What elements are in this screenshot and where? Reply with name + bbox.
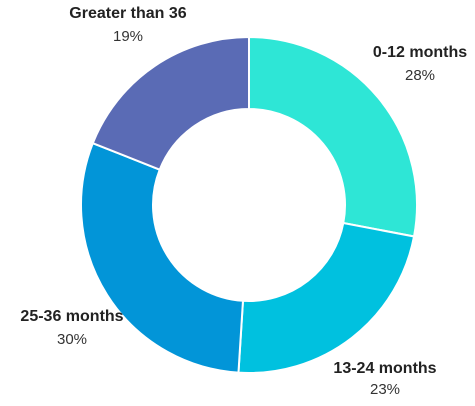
category-label: 0-12 months xyxy=(373,44,467,61)
category-label: Greater than 36 xyxy=(69,5,186,22)
slice-13-24-months xyxy=(237,221,416,374)
label-greater-than-36: Greater than 36 19% xyxy=(69,5,186,45)
category-label: 13-24 months xyxy=(333,360,436,377)
data-label: 30% xyxy=(57,331,87,348)
data-label: 28% xyxy=(405,67,435,84)
label-0-12-months: 0-12 months 28% xyxy=(373,44,467,84)
category-label: 25-36 months xyxy=(20,308,123,325)
slice-0-12-months xyxy=(248,35,418,238)
slice-greater-than-36 xyxy=(91,35,250,171)
label-13-24-months: 13-24 months 23% xyxy=(333,360,436,398)
label-25-36-months: 25-36 months 30% xyxy=(20,308,123,348)
donut-slices xyxy=(80,35,418,374)
data-label: 23% xyxy=(370,381,400,398)
data-label: 19% xyxy=(113,28,143,45)
slice-25-36-months xyxy=(80,141,245,374)
